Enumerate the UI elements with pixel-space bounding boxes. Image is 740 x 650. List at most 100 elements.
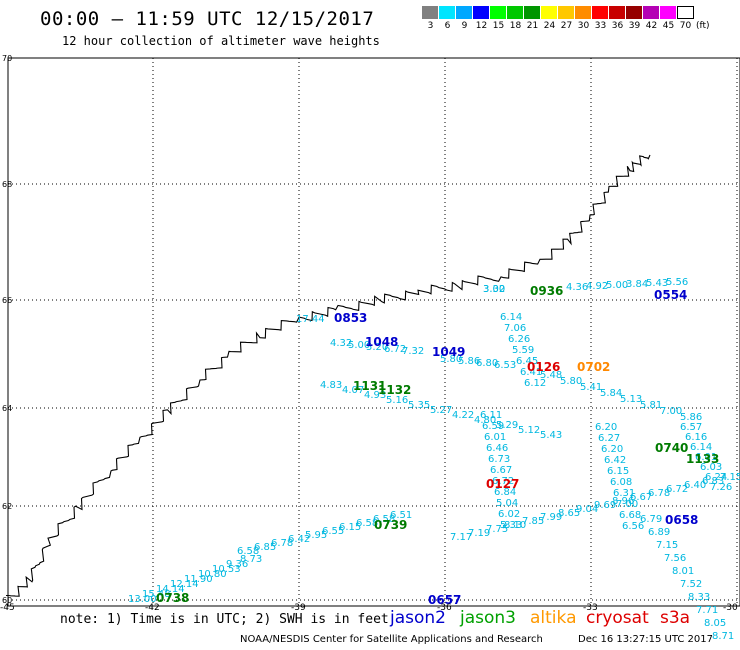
greenland-coastline bbox=[5, 154, 651, 597]
wave-height-value: 6.40 bbox=[684, 480, 706, 491]
wave-height-value: 5.00 bbox=[606, 280, 628, 291]
pass-time-label: 0853 bbox=[334, 311, 367, 325]
wave-height-value: 5.80 bbox=[560, 376, 582, 387]
wave-height-value: 4.32 bbox=[330, 338, 352, 349]
pass-time-label: 0936 bbox=[530, 284, 563, 298]
wave-height-value: 6.42 bbox=[604, 455, 626, 466]
wave-height-value: 5.59 bbox=[512, 345, 534, 356]
wave-height-value: 5.20 bbox=[366, 342, 388, 353]
pass-time-label: 1133 bbox=[686, 452, 719, 466]
wave-height-value: 9.69 bbox=[594, 500, 616, 511]
wave-height-value: 7.75 bbox=[486, 524, 508, 535]
wave-height-value: 6.03 bbox=[700, 462, 722, 473]
pass-time-label: 0127 bbox=[486, 477, 519, 491]
pass-time-label: 1048 bbox=[365, 335, 398, 349]
wave-height-value: 7.00 bbox=[660, 406, 682, 417]
pass-time-label: 0739 bbox=[374, 518, 407, 532]
wave-height-value: 9.04 bbox=[576, 504, 598, 515]
lat-label: 62 bbox=[2, 502, 12, 511]
wave-height-value: 6.78 bbox=[271, 538, 293, 549]
track-0658: 6.79 6.89 7.15 7.56 8.01 7.52 8.33 7.71 8.05 8.71… bbox=[640, 513, 734, 642]
color-legend-labels: 3 6 9 12 15 18 21 24 27 30 33 36 39 42 45 70 (ft) bbox=[422, 21, 716, 31]
wave-height-value: 5.12 bbox=[518, 425, 540, 436]
legend-label: 24 bbox=[543, 21, 556, 31]
legend-label: 9 bbox=[461, 21, 468, 31]
legend-label: 39 bbox=[628, 21, 641, 31]
legend-label: 15 bbox=[492, 21, 505, 31]
altimeter-tracks: 3.003.32 0936 4.364.925.003.845.435.560554… bbox=[128, 277, 740, 642]
wave-height-value: 6.72 bbox=[666, 484, 688, 495]
satellite-jason3: jason3 bbox=[460, 608, 516, 628]
wave-height-value: 6.20 bbox=[595, 422, 617, 433]
legend-swatch bbox=[575, 6, 592, 19]
satellite-jason2: jason2 bbox=[390, 608, 446, 628]
wave-height-value: 6.57 bbox=[680, 422, 702, 433]
track-1133: 6.576.166.146.016.036.247.26 1133 bbox=[680, 422, 732, 493]
wave-height-value: 6.01 bbox=[484, 432, 506, 443]
lat-label: 64 bbox=[2, 404, 12, 413]
pass-time-label: 1049 bbox=[432, 345, 465, 359]
map-frame bbox=[7, 57, 740, 607]
lat-label: 68 bbox=[2, 180, 12, 189]
track-0853: 17.44 0853 bbox=[296, 311, 367, 325]
wave-height-value: 5.00 bbox=[348, 340, 370, 351]
lon-label: -33 bbox=[583, 603, 598, 613]
legend-unit: (ft) bbox=[696, 21, 710, 31]
wave-height-value: 6.14 bbox=[690, 442, 712, 453]
wave-height-value: 5.80 bbox=[440, 354, 462, 365]
wave-height-value: 6.72 bbox=[384, 344, 406, 355]
lat-label: 66 bbox=[2, 296, 12, 305]
wave-height-value: 6.41 bbox=[520, 367, 542, 378]
wave-height-value: 10.53 bbox=[212, 564, 241, 575]
lon-label: -36 bbox=[437, 603, 452, 613]
wave-height-value: 7.71 bbox=[696, 605, 718, 616]
wave-height-value: 11.90 bbox=[184, 574, 213, 585]
wave-height-value: 4.36 bbox=[566, 282, 588, 293]
wave-height-value: 7.32 bbox=[402, 346, 424, 357]
lon-label: -42 bbox=[145, 603, 160, 613]
legend-label: 6 bbox=[444, 21, 451, 31]
wave-height-value: 4.07 bbox=[342, 385, 364, 396]
wave-height-value: 4.83 bbox=[320, 380, 342, 391]
wave-height-value: 5.29 bbox=[496, 420, 518, 431]
wave-height-value: 5.41 bbox=[580, 382, 602, 393]
wave-height-value: 8.10 bbox=[504, 520, 526, 531]
pass-time-label: 0657 bbox=[428, 593, 461, 607]
pass-time-label: 0702 bbox=[577, 360, 610, 374]
lat-lon-grid bbox=[7, 57, 740, 607]
legend-label: 12 bbox=[475, 21, 488, 31]
wave-height-value: 6.46 bbox=[486, 443, 508, 454]
track-1132: 1132 bbox=[378, 383, 411, 397]
wave-height-value: 6.78 bbox=[648, 488, 670, 499]
wave-height-value: 4.92 bbox=[586, 281, 608, 292]
lat-label: 70 bbox=[2, 54, 12, 63]
legend-swatch bbox=[473, 6, 490, 19]
legend-swatch bbox=[439, 6, 456, 19]
axis-labels: -45 -42 -39 -36 -33 -30 70 68 66 64 62 60 bbox=[0, 54, 738, 613]
wave-height-value: 6.45 bbox=[516, 356, 538, 367]
wave-height-value: 5.81 bbox=[640, 400, 662, 411]
legend-swatch bbox=[558, 6, 575, 19]
legend-swatch bbox=[643, 6, 660, 19]
satellite-cryosat: cryosat bbox=[586, 608, 649, 628]
wave-height-value: 17.44 bbox=[296, 314, 325, 325]
wave-height-value: 5.43 bbox=[540, 430, 562, 441]
wave-height-value: 5.86 bbox=[680, 412, 702, 423]
wave-height-value: 6.53 bbox=[494, 360, 516, 371]
pass-time-label: 0554 bbox=[654, 288, 687, 302]
wave-height-value: 8.33 bbox=[688, 592, 710, 603]
wave-height-value: 7.15 bbox=[720, 472, 740, 483]
wave-height-value: 6.89 bbox=[648, 527, 670, 538]
pass-time-label: 0658 bbox=[665, 513, 698, 527]
wave-height-value: 7.85 bbox=[522, 516, 544, 527]
legend-swatch bbox=[422, 6, 439, 19]
wave-height-value: 7.17 bbox=[450, 532, 472, 543]
wave-height-value: 5.33 bbox=[500, 520, 522, 531]
wave-height-value: 5.84 bbox=[600, 388, 622, 399]
wave-height-value: 7.26 bbox=[710, 482, 732, 493]
track-0127: 6.116.596.016.466.736.676.726.845.046.02… bbox=[480, 410, 522, 531]
track-1049: 5.805.866.806.53 1049 bbox=[432, 345, 516, 371]
wave-height-value: 6.58 bbox=[356, 518, 378, 529]
legend-swatch bbox=[609, 6, 626, 19]
